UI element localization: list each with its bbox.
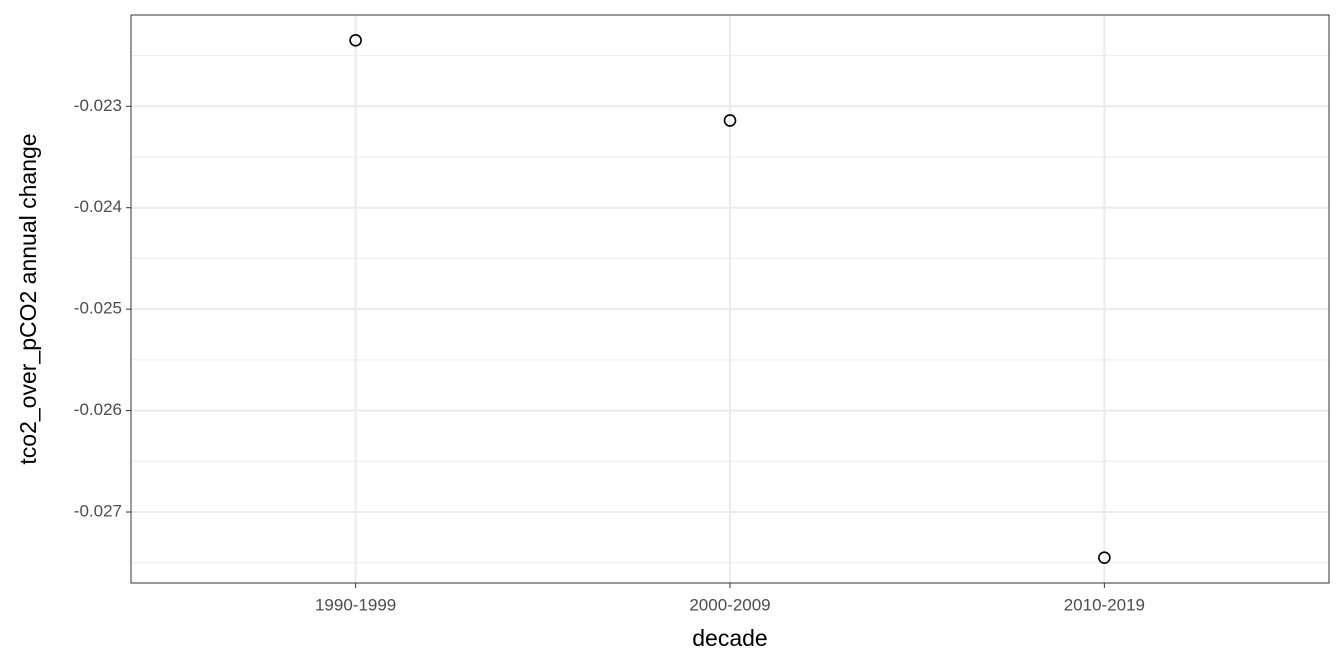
y-tick-label: -0.023 [74,96,122,115]
x-axis-title: decade [692,625,767,651]
y-tick-label: -0.025 [74,299,122,318]
panel-border [130,14,1330,584]
point [723,114,737,127]
y-tick-label: -0.024 [74,197,122,216]
x-tick-label: 2000-2009 [689,595,770,614]
point [1098,551,1111,564]
x-tick-label: 1990-1999 [315,595,396,614]
y-tick-label: -0.026 [74,400,122,419]
y-axis-title: tco2_over_pCO2 annual change [15,133,41,464]
y-tick-label: -0.027 [74,501,122,520]
point [349,34,362,47]
x-tick-label: 2010-2019 [1064,595,1145,614]
